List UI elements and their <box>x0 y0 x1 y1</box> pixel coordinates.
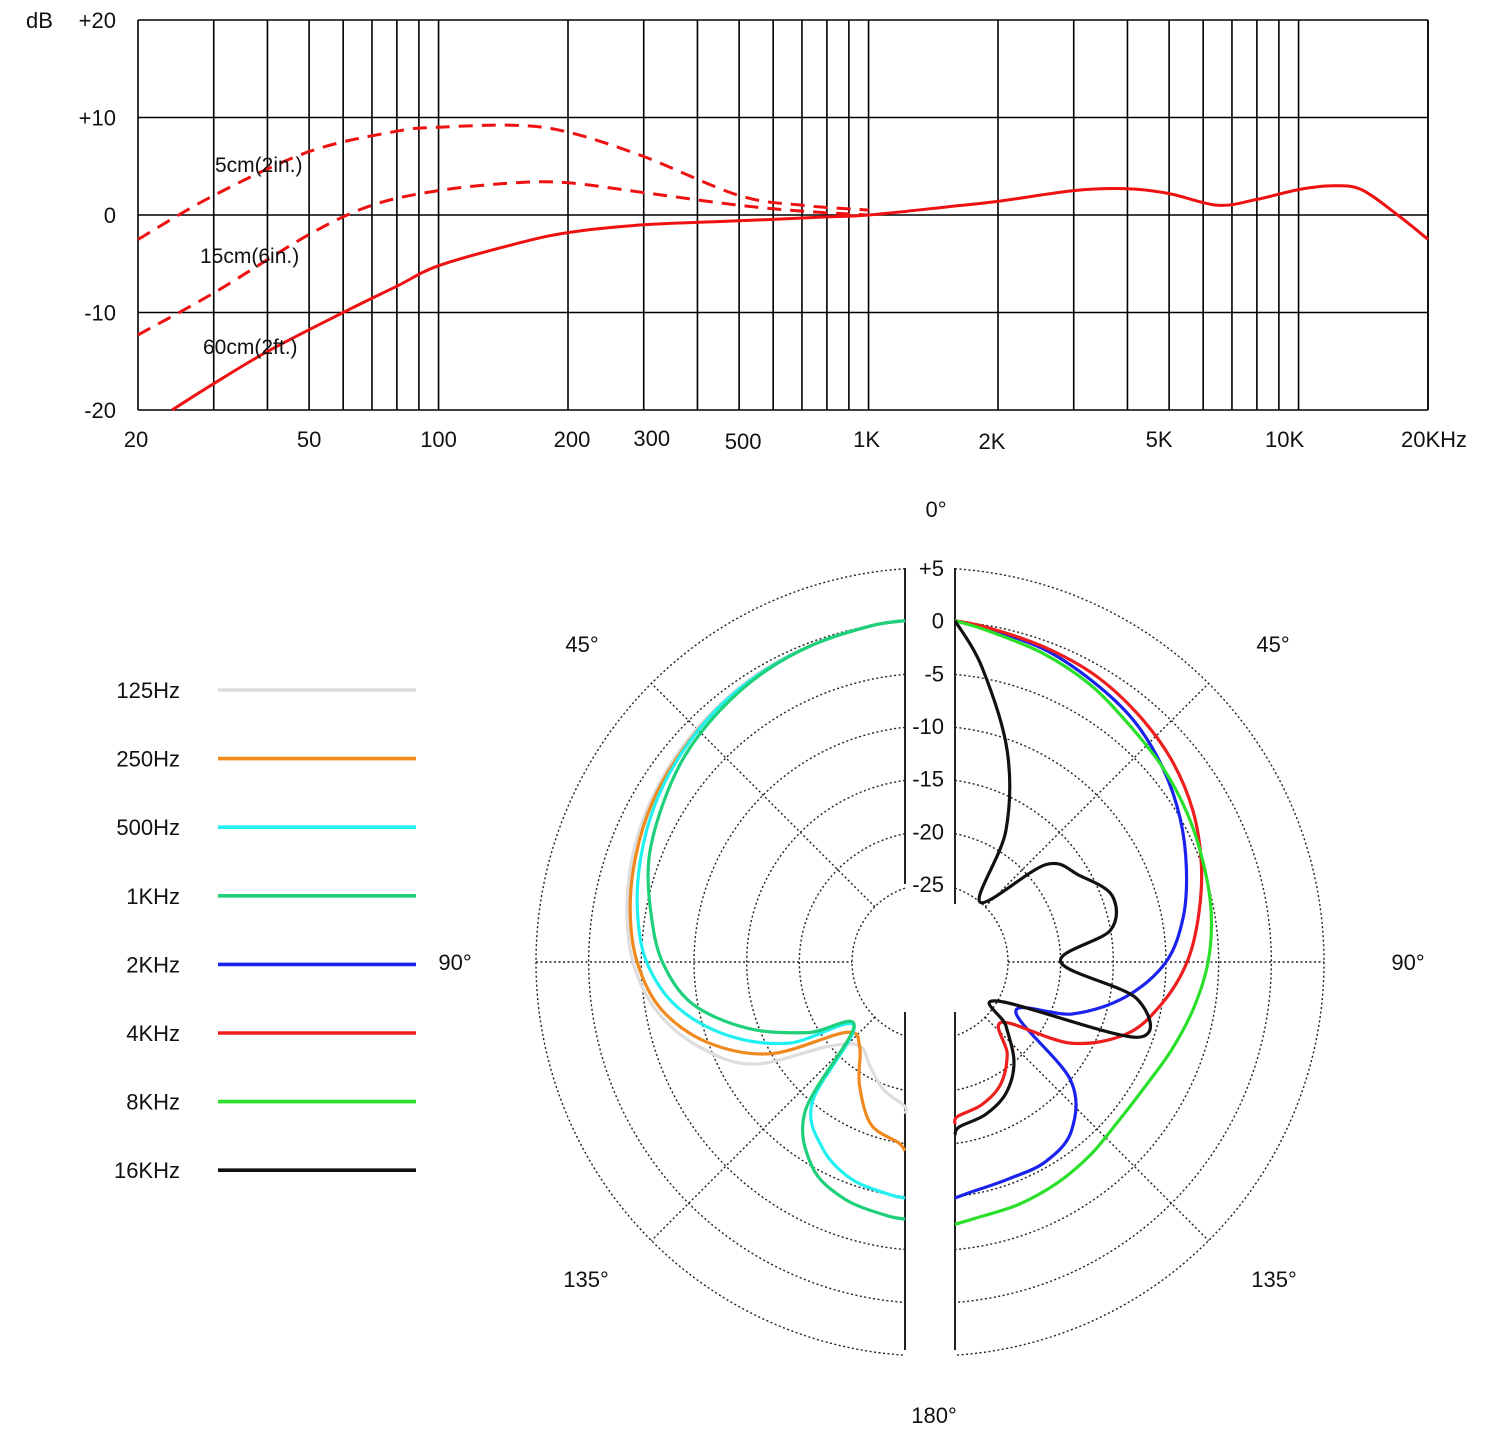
x-tick-label: 20KHz <box>1401 427 1467 452</box>
curve-label-60cm-2ft: 60cm(2ft.) <box>203 336 298 359</box>
frequency-series <box>137 123 1429 412</box>
polar-spoke-45 <box>984 682 1210 908</box>
legend-label-2khz: 2KHz <box>126 952 180 977</box>
polar-grid <box>535 568 1325 1356</box>
frequency-grid <box>137 19 1429 411</box>
legend-label-1khz: 1KHz <box>126 884 180 909</box>
polar-ring-left <box>746 779 906 1145</box>
curve-label-15cm-6in: 15cm(6in.) <box>200 245 299 268</box>
polar-db-label-bg <box>908 766 952 793</box>
angle-label-top: 0° <box>925 497 946 522</box>
polar-db-label: -10 <box>912 714 944 739</box>
polar-legend: 125Hz 250Hz 500Hz 1KHz 2KHz 4KHz 8KHz 16KHz <box>114 678 416 1183</box>
polar-ring-left <box>851 887 906 1037</box>
polar-spoke-135 <box>650 1016 876 1242</box>
polar-db-label-bg <box>908 714 952 740</box>
polar-spoke-135 <box>984 1016 1210 1242</box>
y-tick-label: 0 <box>104 203 116 228</box>
freq-series-line-5cm-2in <box>137 123 869 241</box>
polar-curve-2khz <box>954 619 1189 1200</box>
y-tick-label: -20 <box>84 398 116 423</box>
polar-db-label-bg <box>908 661 952 688</box>
polar-db-label: -15 <box>912 767 944 792</box>
legend-label-125hz: 125Hz <box>116 678 180 703</box>
angle-label-upper-left: 45° <box>565 632 598 657</box>
y-tick-label: -10 <box>84 301 116 326</box>
polar-db-label: -25 <box>912 872 944 897</box>
x-tick-label: 100 <box>420 427 457 452</box>
x-tick-label: 2K <box>979 429 1006 454</box>
polar-curve-16khz <box>953 619 1153 1136</box>
polar-spoke-45 <box>650 682 876 908</box>
polar-db-label: +5 <box>919 556 944 581</box>
polar-db-label-bg <box>908 608 952 635</box>
angle-label-bottom: 180° <box>911 1403 957 1428</box>
polar-db-label: -20 <box>912 819 944 844</box>
polar-series <box>625 619 1214 1226</box>
polar-db-label: 0 <box>932 609 944 634</box>
polar-curve-125hz <box>625 619 908 1115</box>
legend-label-4khz: 4KHz <box>126 1021 180 1046</box>
polar-curve-250hz <box>628 619 907 1152</box>
polar-ring-right <box>954 568 1325 1356</box>
curve-label-5cm-2in: 5cm(2in.) <box>215 154 303 177</box>
polar-ring-right <box>954 673 1220 1251</box>
legend-label-16khz: 16KHz <box>114 1158 180 1183</box>
polar-labels: +5 0 -5 -10 -15 -20 -25 0° 45° 45° 90° 90° 135° 135° 1… <box>438 497 1424 1428</box>
angle-label-right: 90° <box>1391 950 1424 975</box>
angle-label-upper-right: 45° <box>1256 632 1289 657</box>
polar-db-label-bg <box>908 556 952 582</box>
polar-ring-right <box>954 887 1009 1037</box>
legend-label-500hz: 500Hz <box>116 815 180 840</box>
polar-ring-left <box>535 568 906 1356</box>
angle-label-left: 90° <box>438 950 471 975</box>
polar-db-label: -5 <box>924 661 944 686</box>
freq-series-line-60cm-2ft <box>171 184 1429 412</box>
y-tick-label: +20 <box>79 8 116 33</box>
x-tick-label: 5K <box>1146 427 1173 452</box>
polar-pattern-chart: +5 0 -5 -10 -15 -20 -25 0° 45° 45° 90° 90° 135° 135° 1… <box>114 497 1425 1428</box>
frequency-response-chart: dB +20 +10 0 -10 -20 20 50 100 200 300 500 1K 2K 5K 10K… <box>26 8 1467 454</box>
polar-db-label-bg <box>908 872 952 898</box>
x-tick-label: 200 <box>554 427 591 452</box>
x-tick-label: 500 <box>725 429 762 454</box>
x-tick-label: 20 <box>124 427 148 452</box>
freq-series-line-15cm-6in <box>137 180 869 337</box>
x-tick-label: 1K <box>853 427 880 452</box>
polar-curve-1khz <box>646 619 906 1221</box>
angle-label-lower-left: 135° <box>563 1267 609 1292</box>
legend-label-8khz: 8KHz <box>126 1090 180 1115</box>
frequency-labels: dB +20 +10 0 -10 -20 20 50 100 200 300 500 1K 2K 5K 10K… <box>26 8 1467 454</box>
polar-curve-4khz <box>953 619 1204 1125</box>
polar-ring-left <box>798 833 906 1091</box>
polar-curve-8khz <box>954 619 1214 1226</box>
x-tick-label: 10K <box>1265 427 1304 452</box>
y-axis-unit-label: dB <box>26 8 53 33</box>
angle-label-lower-right: 135° <box>1251 1267 1297 1292</box>
legend-label-250hz: 250Hz <box>116 747 180 772</box>
y-tick-label: +10 <box>79 106 116 131</box>
x-tick-label: 50 <box>297 427 321 452</box>
polar-db-label-bg <box>908 819 952 846</box>
x-tick-label: 300 <box>633 426 670 451</box>
